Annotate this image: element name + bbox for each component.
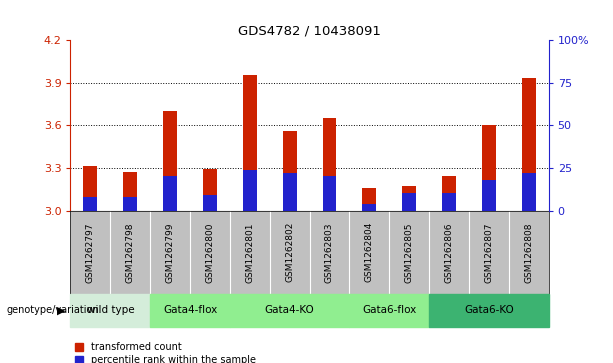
Text: GSM1262804: GSM1262804 xyxy=(365,222,374,282)
Bar xyxy=(150,294,230,327)
Bar xyxy=(83,167,97,211)
Bar xyxy=(402,193,416,211)
Bar xyxy=(70,294,150,327)
Text: GSM1262808: GSM1262808 xyxy=(524,222,533,282)
Text: GSM1262803: GSM1262803 xyxy=(325,222,334,282)
Text: GSM1262800: GSM1262800 xyxy=(205,222,215,282)
Legend: transformed count, percentile rank within the sample: transformed count, percentile rank withi… xyxy=(75,342,256,363)
Bar xyxy=(123,172,137,211)
Bar xyxy=(482,180,496,211)
Text: GSM1262799: GSM1262799 xyxy=(166,222,175,282)
Bar xyxy=(283,173,297,211)
Bar xyxy=(429,294,549,327)
Bar xyxy=(402,186,416,211)
Bar xyxy=(322,118,337,211)
Text: Gata6-KO: Gata6-KO xyxy=(464,305,514,315)
Text: Gata4-KO: Gata4-KO xyxy=(265,305,314,315)
Text: Gata4-flox: Gata4-flox xyxy=(163,305,217,315)
Bar xyxy=(83,197,97,211)
Bar xyxy=(203,195,217,211)
Text: GSM1262798: GSM1262798 xyxy=(126,222,135,282)
Text: wild type: wild type xyxy=(86,305,134,315)
Text: genotype/variation: genotype/variation xyxy=(6,305,99,315)
Text: Gata6-flox: Gata6-flox xyxy=(362,305,416,315)
Bar xyxy=(522,173,536,211)
Text: GSM1262805: GSM1262805 xyxy=(405,222,414,282)
Bar xyxy=(442,193,456,211)
Bar xyxy=(283,131,297,211)
Text: GSM1262801: GSM1262801 xyxy=(245,222,254,282)
Bar xyxy=(243,76,257,211)
Bar xyxy=(243,170,257,211)
Bar xyxy=(322,176,337,211)
Bar xyxy=(522,78,536,211)
Text: GSM1262806: GSM1262806 xyxy=(444,222,454,282)
Bar xyxy=(230,294,349,327)
Bar xyxy=(442,176,456,211)
Text: GSM1262797: GSM1262797 xyxy=(86,222,95,282)
Bar xyxy=(362,204,376,211)
Text: GSM1262807: GSM1262807 xyxy=(484,222,493,282)
Bar xyxy=(362,188,376,211)
Bar xyxy=(203,169,217,211)
Bar xyxy=(349,294,429,327)
Bar xyxy=(163,111,177,211)
Bar xyxy=(482,125,496,211)
Bar xyxy=(163,176,177,211)
Bar xyxy=(123,197,137,211)
Title: GDS4782 / 10438091: GDS4782 / 10438091 xyxy=(238,24,381,37)
Text: ▶: ▶ xyxy=(57,305,66,315)
Text: GSM1262802: GSM1262802 xyxy=(285,222,294,282)
